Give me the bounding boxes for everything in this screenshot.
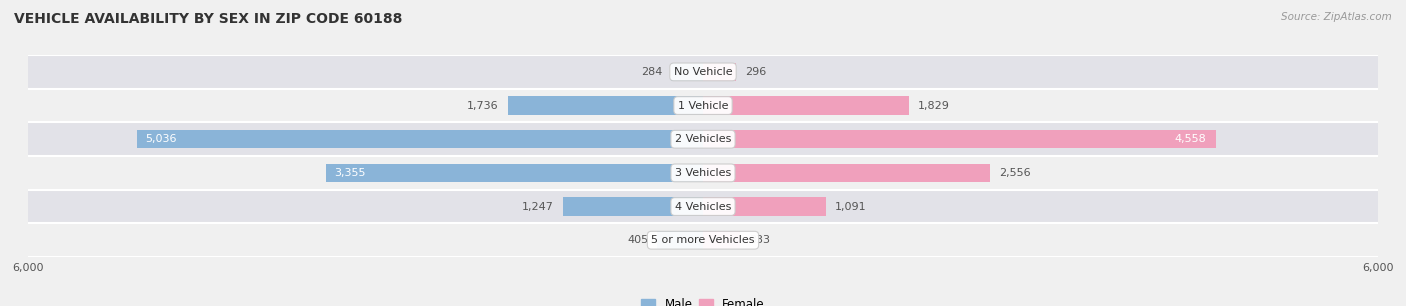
Bar [703, 231, 741, 249]
Text: 2,556: 2,556 [1000, 168, 1031, 178]
Bar [28, 190, 1378, 223]
Text: 1 Vehicle: 1 Vehicle [678, 101, 728, 110]
Bar [28, 156, 1378, 190]
Bar [703, 164, 990, 182]
Bar [703, 130, 1216, 148]
Text: 1,736: 1,736 [467, 101, 499, 110]
Text: 1,247: 1,247 [522, 202, 554, 211]
Bar [658, 231, 703, 249]
Bar [703, 63, 737, 81]
Text: Source: ZipAtlas.com: Source: ZipAtlas.com [1281, 12, 1392, 22]
Bar [28, 89, 1378, 122]
Text: 5,036: 5,036 [146, 134, 177, 144]
Bar [508, 96, 703, 115]
Bar [562, 197, 703, 216]
Bar [28, 223, 1378, 257]
Text: 4 Vehicles: 4 Vehicles [675, 202, 731, 211]
Text: 5 or more Vehicles: 5 or more Vehicles [651, 235, 755, 245]
Text: 2 Vehicles: 2 Vehicles [675, 134, 731, 144]
Legend: Male, Female: Male, Female [637, 293, 769, 306]
Bar [703, 197, 825, 216]
Text: 3,355: 3,355 [335, 168, 366, 178]
Text: VEHICLE AVAILABILITY BY SEX IN ZIP CODE 60188: VEHICLE AVAILABILITY BY SEX IN ZIP CODE … [14, 12, 402, 26]
Text: 296: 296 [745, 67, 766, 77]
Text: 284: 284 [641, 67, 662, 77]
Text: 3 Vehicles: 3 Vehicles [675, 168, 731, 178]
Bar [28, 55, 1378, 89]
Bar [703, 96, 908, 115]
Text: 405: 405 [627, 235, 648, 245]
Text: No Vehicle: No Vehicle [673, 67, 733, 77]
Bar [326, 164, 703, 182]
Text: 4,558: 4,558 [1175, 134, 1206, 144]
Text: 1,829: 1,829 [918, 101, 949, 110]
Bar [671, 63, 703, 81]
Bar [136, 130, 703, 148]
Text: 1,091: 1,091 [835, 202, 866, 211]
Bar [28, 122, 1378, 156]
Text: 333: 333 [749, 235, 770, 245]
